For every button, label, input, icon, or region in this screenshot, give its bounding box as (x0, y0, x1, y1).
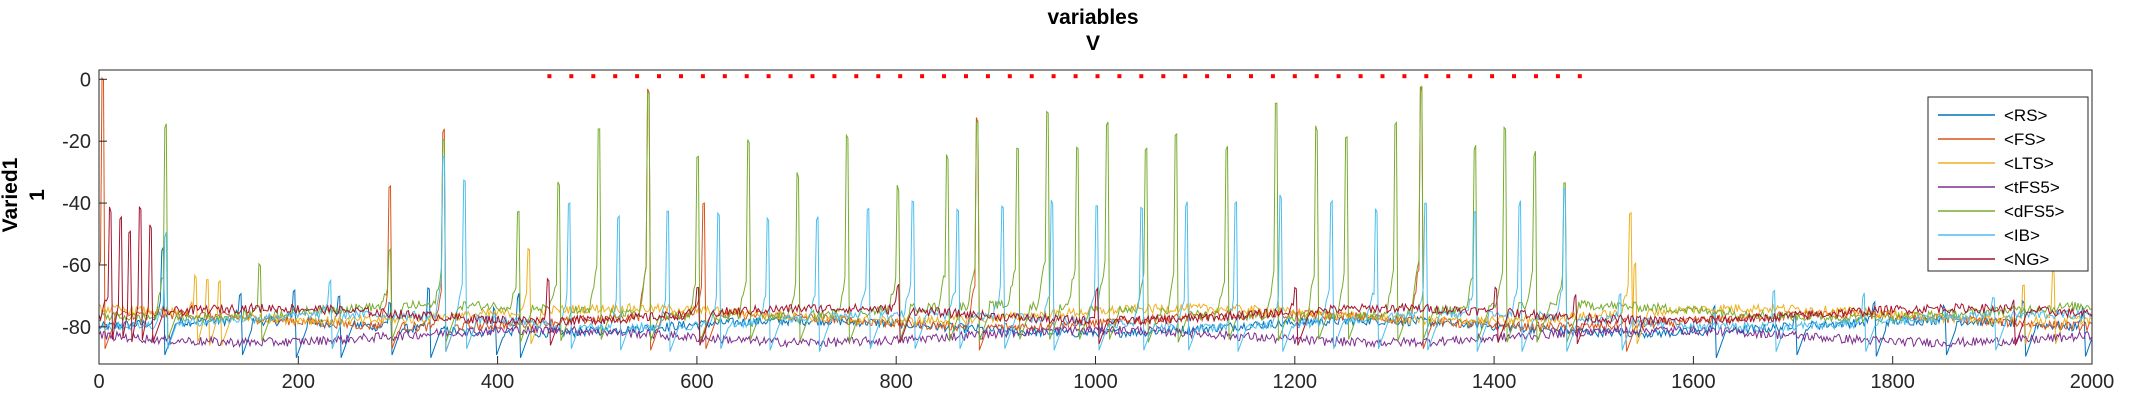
marker-dot (1380, 74, 1385, 79)
marker-dot (1007, 74, 1012, 79)
marker-dot (1161, 74, 1166, 79)
x-tick-label: 400 (481, 371, 514, 393)
marker-dot (1227, 74, 1231, 79)
marker-layer (547, 74, 1582, 79)
marker-dot (744, 74, 749, 79)
marker-dot (635, 74, 640, 79)
marker-dot (1512, 74, 1516, 79)
legend: <RS> <FS> <LTS> <tFS5> <dFS5> <IB> <NG> (1927, 96, 2089, 272)
marker-dot (810, 74, 815, 79)
chart-title: variables (1047, 6, 1138, 29)
series-line-tfs5 (99, 323, 2092, 349)
y-axis-label-sub: 1 (26, 189, 49, 201)
marker-dot (1183, 74, 1188, 79)
chart-subtitle: V (1086, 32, 1100, 55)
marker-dot (1358, 74, 1363, 79)
marker-dot (613, 74, 618, 79)
marker-dot (1555, 74, 1560, 79)
marker-dot (679, 74, 683, 79)
marker-dot (1468, 74, 1473, 79)
x-tick-label: 200 (282, 371, 315, 393)
marker-dot (1424, 74, 1429, 79)
series-layer (99, 76, 2092, 358)
y-tick-label: -40 (62, 193, 91, 215)
series-line-ng (99, 205, 2092, 346)
x-tick-label: 0 (93, 371, 104, 393)
marker-dot (832, 74, 837, 79)
marker-dot (766, 74, 771, 79)
x-tick-label: 1600 (1671, 371, 1716, 393)
y-tick-label: -80 (62, 317, 91, 339)
legend-label: <NG> (2004, 250, 2049, 269)
marker-dot (964, 74, 968, 79)
x-tick-label: 1200 (1273, 371, 1318, 393)
x-tick-label: 800 (880, 371, 913, 393)
marker-dot (722, 74, 727, 79)
legend-label: <FS> (2004, 130, 2046, 149)
marker-dot (1029, 74, 1034, 79)
x-tick-label: 1000 (1073, 371, 1118, 393)
y-tick-label: -20 (62, 131, 91, 153)
marker-dot (1117, 74, 1122, 79)
marker-dot (1292, 74, 1297, 79)
marker-dot (898, 74, 903, 79)
legend-label: <IB> (2004, 226, 2040, 245)
x-tick-label: 600 (680, 371, 713, 393)
y-tick-label: -60 (62, 255, 91, 277)
marker-dot (569, 74, 574, 79)
marker-dot (1051, 74, 1056, 79)
marker-dot (1139, 74, 1144, 79)
marker-dot (1073, 74, 1078, 79)
y-axis: 0 -20 -40 -60 -80 (62, 69, 107, 339)
y-tick-label: 0 (80, 69, 91, 91)
marker-dot (1270, 74, 1275, 79)
marker-dot (591, 74, 596, 79)
marker-dot (1095, 74, 1100, 79)
legend-label: <RS> (2004, 106, 2048, 125)
marker-dot (700, 74, 705, 79)
legend-box (1927, 96, 2089, 272)
x-tick-label: 2000 (2070, 371, 2115, 393)
legend-label: <dFS5> (2004, 202, 2065, 221)
marker-dot (1577, 74, 1582, 79)
marker-dot (920, 74, 925, 79)
marker-dot (854, 74, 859, 79)
marker-dot (985, 74, 990, 79)
marker-dot (876, 74, 881, 79)
x-tick-label: 1800 (1870, 371, 1915, 393)
marker-dot (1534, 74, 1538, 79)
marker-dot (1205, 74, 1210, 79)
legend-label: <LTS> (2004, 154, 2054, 173)
marker-dot (547, 74, 552, 79)
marker-dot (1314, 74, 1319, 79)
marker-dot (1336, 74, 1341, 79)
marker-dot (788, 74, 793, 79)
marker-dot (1490, 74, 1495, 79)
x-axis: 0 200 400 600 800 1000 1200 1400 1600 1800 2000 (93, 356, 2114, 393)
y-axis-label: Varied1 (0, 157, 22, 232)
marker-dot (657, 74, 661, 79)
marker-dot (942, 74, 946, 79)
series-line-fs (99, 76, 2092, 352)
marker-dot (1402, 74, 1407, 79)
marker-dot (1249, 74, 1253, 79)
legend-label: <tFS5> (2004, 178, 2060, 197)
marker-dot (1446, 74, 1451, 79)
x-tick-label: 1400 (1472, 371, 1517, 393)
